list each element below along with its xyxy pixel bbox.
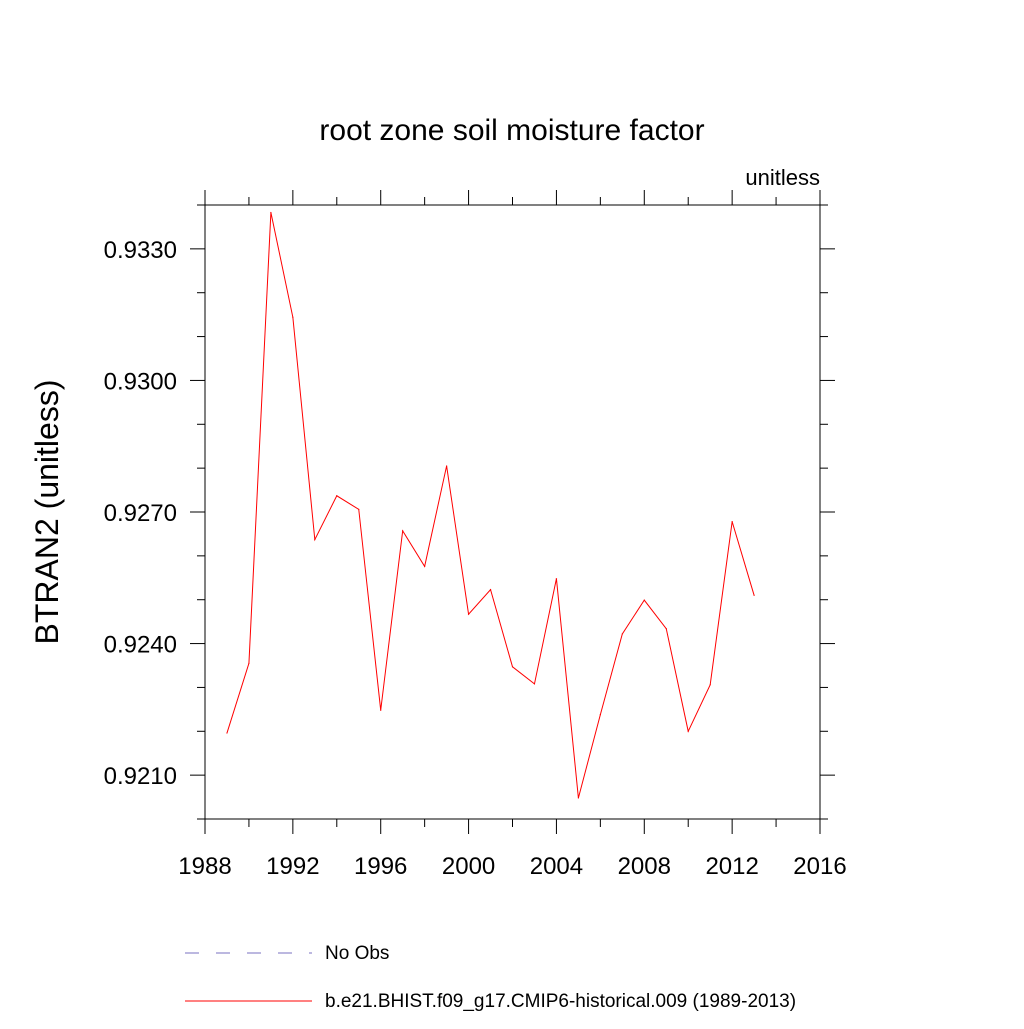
- legend-label-model: b.e21.BHIST.f09_g17.CMIP6-historical.009…: [325, 991, 796, 1012]
- x-tick-label: 2004: [530, 853, 583, 880]
- plot-frame: [204, 204, 821, 820]
- y-tick-label: 0.9240: [104, 632, 177, 659]
- series-layer: [226, 211, 755, 799]
- x-tick-label: 2012: [705, 853, 758, 880]
- x-tick-label: 1992: [266, 853, 319, 880]
- data-point: [467, 613, 470, 615]
- data-point: [270, 211, 272, 214]
- data-point: [248, 662, 250, 664]
- data-point: [489, 589, 492, 591]
- data-point: [621, 633, 623, 635]
- x-tick-label: 2008: [618, 853, 671, 880]
- y-tick-label: 0.9270: [104, 500, 177, 527]
- y-tick-label: 0.9210: [104, 763, 177, 790]
- y-tick-label: 0.9300: [104, 368, 177, 395]
- legend: No Obs b.e21.BHIST.f09_g17.CMIP6-histori…: [185, 943, 796, 1012]
- data-point: [687, 730, 689, 732]
- data-point: [446, 465, 448, 467]
- series-line: [226, 212, 755, 799]
- data-point: [643, 599, 645, 601]
- data-point: [731, 521, 733, 523]
- units-label: unitless: [745, 165, 820, 190]
- data-point: [709, 684, 711, 686]
- data-point: [665, 628, 667, 630]
- x-tick-label: 2000: [442, 853, 495, 880]
- x-tick-label: 1988: [178, 853, 231, 880]
- data-point: [336, 495, 338, 497]
- legend-label-no-obs: No Obs: [325, 943, 389, 964]
- data-point: [380, 709, 382, 711]
- data-point: [358, 508, 360, 510]
- data-point: [511, 666, 514, 668]
- x-tick-label: 2016: [793, 853, 846, 880]
- data-point: [577, 797, 579, 799]
- ticks-layer: 0.9210 0.9240 0.9270 0.9300 0.9330 1988 1992 19…: [104, 190, 847, 880]
- data-point: [753, 594, 755, 596]
- y-tick-label: 0.9330: [104, 237, 177, 264]
- x-tick-label: 1996: [354, 853, 407, 880]
- data-point: [226, 732, 228, 734]
- data-point: [424, 565, 426, 567]
- chart-title: root zone soil moisture factor: [319, 114, 704, 147]
- data-point: [292, 316, 294, 318]
- y-axis-label: BTRAN2 (unitless): [29, 380, 65, 645]
- data-point: [533, 683, 536, 685]
- data-point: [555, 578, 558, 580]
- data-point: [402, 530, 404, 532]
- data-point: [599, 714, 601, 716]
- data-point: [314, 539, 316, 541]
